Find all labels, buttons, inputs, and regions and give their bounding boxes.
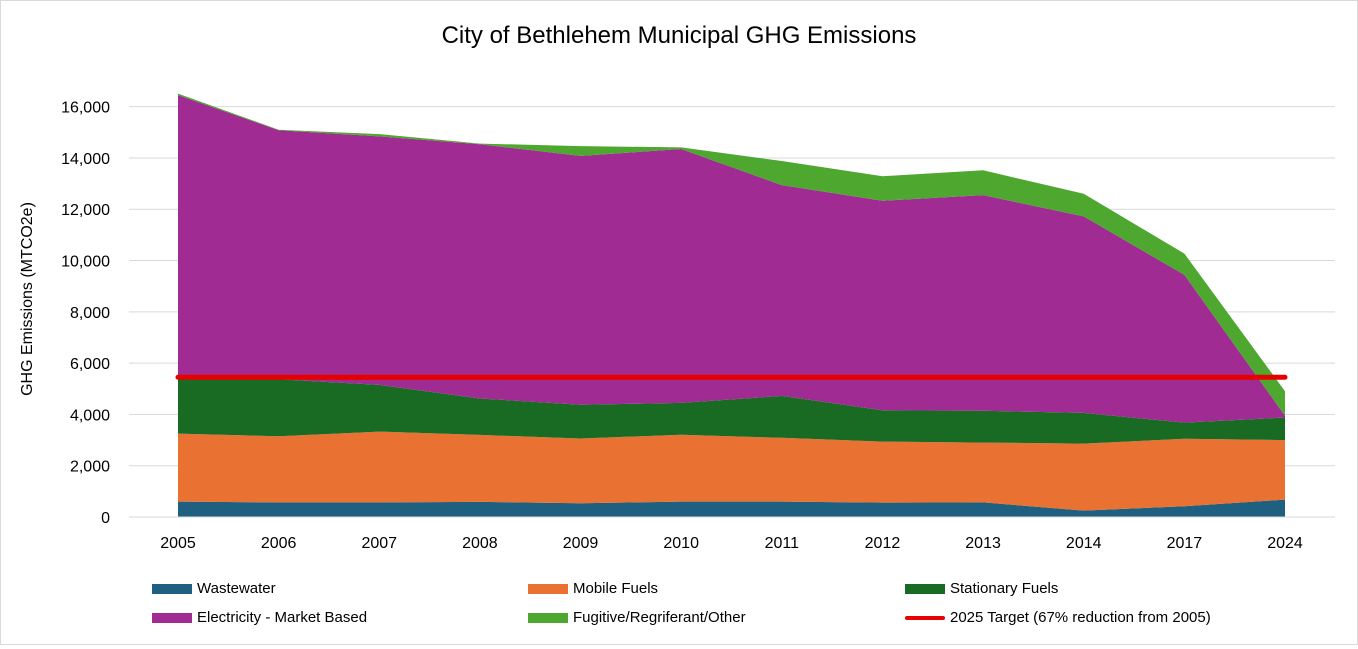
area-layer: [178, 93, 1285, 517]
area-wastewater: [178, 499, 1285, 517]
x-tick-label: 2010: [663, 535, 699, 552]
area-stationary-fuels: [178, 376, 1285, 444]
x-tick-label: 2012: [865, 535, 901, 552]
legend-label-wastewater: Wastewater: [197, 580, 276, 597]
y-tick-label: 10,000: [61, 254, 110, 271]
legend-swatch-wastewater: [152, 583, 192, 594]
x-tick-label: 2014: [1066, 535, 1102, 552]
legend-item-stationary-fuels: Stationary Fuels: [905, 580, 1058, 597]
area-fugitive-regriferant-other: [178, 93, 1285, 416]
y-tick-label: 14,000: [61, 151, 110, 168]
x-tick-label: 2006: [261, 535, 297, 552]
legend-label-target: 2025 Target (67% reduction from 2005): [950, 609, 1211, 626]
y-tick-label: 16,000: [61, 100, 110, 117]
x-tick-label: 2024: [1267, 535, 1303, 552]
x-tick-label: 2009: [563, 535, 599, 552]
axis-layer: 0 2,000 4,000 6,000 8,000 10,000 12,000 14,000 1…: [61, 100, 1335, 552]
legend-item-mobile-fuels: Mobile Fuels: [528, 580, 658, 597]
legend-line-target: [905, 615, 945, 620]
legend-item-target: 2025 Target (67% reduction from 2005): [905, 609, 1211, 626]
legend: Wastewater Mobile Fuels Stationary Fuels…: [0, 570, 1358, 640]
x-tick-label: 2007: [361, 535, 397, 552]
legend-label-electricity: Electricity - Market Based: [197, 609, 368, 626]
x-tick-label: 2011: [765, 535, 800, 552]
y-axis-label: GHG Emissions (MTCO2e): [19, 202, 36, 396]
chart-title: City of Bethlehem Municipal GHG Emission…: [442, 22, 917, 49]
y-tick-label: 12,000: [61, 202, 110, 219]
legend-label-stationary-fuels: Stationary Fuels: [950, 580, 1059, 597]
legend-swatch-electricity: [152, 612, 192, 623]
x-tick-label: 2017: [1167, 535, 1203, 552]
area-electricity-market-based: [178, 95, 1285, 423]
legend-item-electricity: Electricity - Market Based: [152, 609, 367, 626]
x-tick-label: 2008: [462, 535, 498, 552]
y-tick-label: 2,000: [70, 459, 110, 476]
legend-label-mobile-fuels: Mobile Fuels: [573, 580, 659, 597]
x-tick-label: 2005: [160, 535, 196, 552]
y-tick-label: 0: [101, 510, 110, 527]
legend-label-fugitive: Fugitive/Regriferant/Other: [573, 609, 746, 626]
legend-item-wastewater: Wastewater: [152, 580, 276, 597]
legend-swatch-mobile-fuels: [528, 583, 568, 594]
x-tick-label: 2013: [965, 535, 1001, 552]
legend-swatch-stationary-fuels: [905, 583, 945, 594]
area-mobile-fuels: [178, 431, 1285, 511]
y-tick-label: 6,000: [70, 356, 110, 373]
legend-item-fugitive: Fugitive/Regriferant/Other: [528, 609, 746, 626]
y-tick-label: 8,000: [70, 305, 110, 322]
y-tick-label: 4,000: [70, 407, 110, 424]
legend-swatch-fugitive: [528, 612, 568, 623]
